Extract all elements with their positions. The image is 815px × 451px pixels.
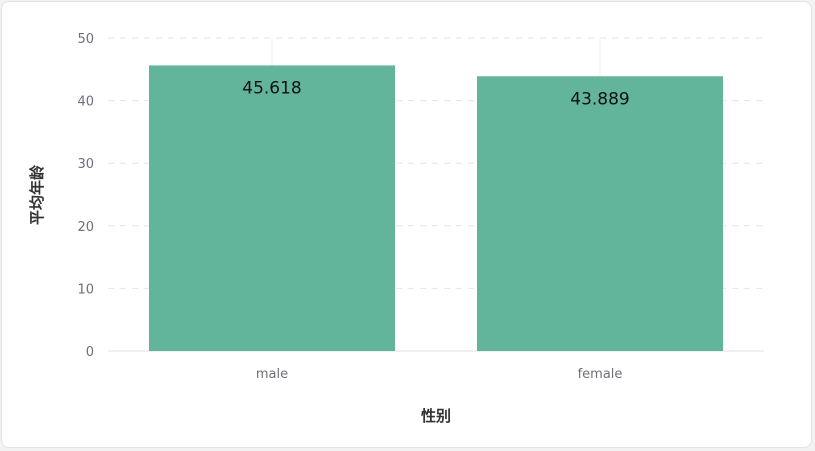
bar-layer bbox=[149, 65, 723, 352]
y-tick-label: 10 bbox=[77, 282, 94, 297]
bar-male[interactable] bbox=[149, 65, 395, 351]
y-tick-label: 0 bbox=[86, 345, 94, 360]
y-tick-label: 40 bbox=[77, 95, 94, 110]
y-tick-label: 50 bbox=[77, 32, 94, 47]
bar-female[interactable] bbox=[477, 76, 723, 352]
x-axis-title: 性别 bbox=[421, 407, 451, 425]
y-tick-label: 20 bbox=[77, 220, 94, 235]
x-tick-label: female bbox=[578, 367, 623, 382]
data-label-male: 45.618 bbox=[242, 78, 301, 98]
data-label-female: 43.889 bbox=[570, 89, 629, 109]
label-layer: 0 10 20 30 40 50 45.618 male 43.889 female bbox=[77, 32, 629, 382]
y-axis-title: 平均年龄 bbox=[28, 164, 46, 225]
y-tick-label: 30 bbox=[77, 157, 94, 172]
x-tick-label: male bbox=[256, 367, 288, 382]
